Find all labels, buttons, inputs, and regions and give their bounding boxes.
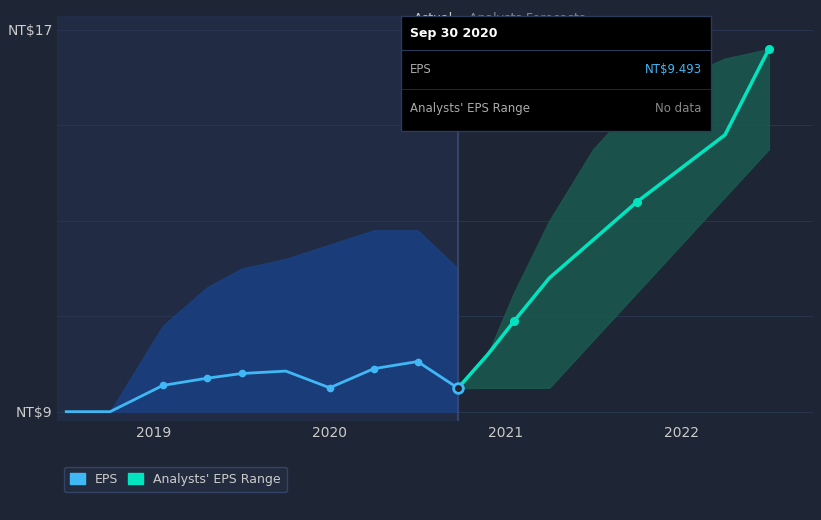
Text: Analysts Forecasts: Analysts Forecasts (469, 12, 585, 25)
Bar (57, 16, 458, 421)
FancyBboxPatch shape (401, 16, 711, 131)
Legend: EPS, Analysts' EPS Range: EPS, Analysts' EPS Range (64, 466, 287, 492)
Text: Actual: Actual (414, 12, 452, 25)
Text: No data: No data (655, 101, 702, 114)
Text: Sep 30 2020: Sep 30 2020 (410, 28, 498, 41)
Text: NT$9.493: NT$9.493 (644, 63, 702, 76)
Text: Analysts' EPS Range: Analysts' EPS Range (410, 101, 530, 114)
Text: EPS: EPS (410, 63, 432, 76)
